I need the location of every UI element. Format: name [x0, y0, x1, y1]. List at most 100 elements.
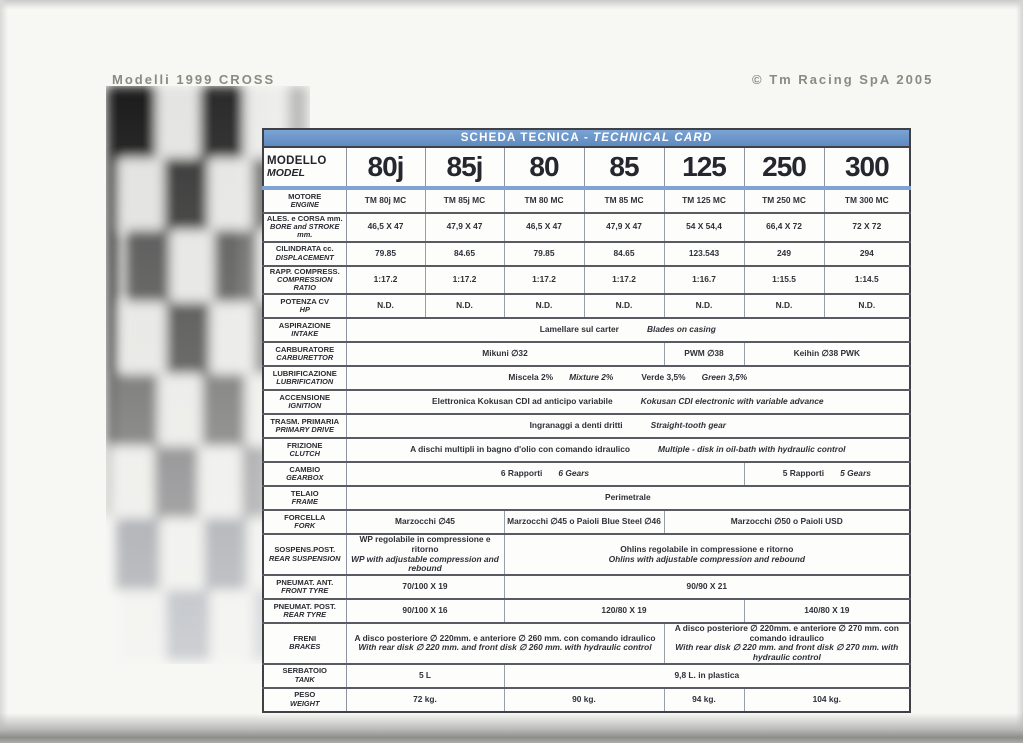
spec-row-ignition: ACCENSIONE IGNITION Elettronica Kokusan C… — [263, 389, 911, 415]
spec-cell: 90/100 X 16 — [345, 597, 504, 623]
title-en: TECHNICAL CARD — [592, 132, 713, 144]
spec-cell: 90/90 X 21 — [503, 573, 911, 599]
scan-edge-left — [0, 0, 8, 743]
spec-row-bore-stroke: ALES. e CORSA mm. BORE and STROKE mm. 46,… — [263, 212, 911, 242]
table-title-bar: SCHEDA TECNICA - TECHNICAL CARD — [263, 129, 911, 148]
model-80j: 80j — [345, 147, 425, 190]
spec-cell: Mikuni ∅32 — [345, 341, 664, 367]
spec-row-front-tyre: PNEUMAT. ANT. FRONT TYRE 70/100 X 19 90/9… — [263, 573, 911, 599]
spec-cell: 1:14.5 — [823, 264, 911, 295]
spec-row-weight: PESO WEIGHT 72 kg. 90 kg. 94 kg. 104 kg. — [263, 686, 911, 712]
title-it: SCHEDA TECNICA — [460, 132, 580, 144]
spec-cell: N.D. — [743, 293, 824, 319]
model-80: 80 — [503, 147, 584, 190]
spec-cell: N.D. — [503, 293, 584, 319]
spec-row-displacement: CILINDRATA cc. DISPLACEMENT 79.85 84.65 7… — [263, 240, 911, 266]
spec-row-tank: SERBATOIO TANK 5 L 9,8 L. in plastica — [263, 662, 911, 688]
spec-cell: 1:17.2 — [424, 264, 504, 295]
spec-row-compression: RAPP. COMPRESS. COMPRESSION RATIO 1:17.2 … — [263, 264, 911, 295]
scan-edge-bottom — [0, 713, 1023, 743]
row-label: SOSPENS.POST. REAR SUSPENSION — [263, 533, 347, 575]
spec-cell: A dischi multipli in bagno d'olio con co… — [345, 437, 911, 463]
spec-row-fork: FORCELLA FORK Marzocchi ∅45 Marzocchi ∅45… — [263, 509, 911, 535]
spec-cell: Marzocchi ∅45 o Paioli Blue Steel ∅46 — [503, 509, 664, 535]
spec-row-carburettor: CARBURATORE CARBURETTOR Mikuni ∅32 PWM ∅3… — [263, 341, 911, 367]
spec-cell: Lamellare sul carter Blades on casing — [345, 317, 911, 343]
spec-cell: TM 125 MC — [663, 187, 744, 213]
title-separator: - — [583, 132, 589, 144]
spec-cell: TM 85 MC — [583, 187, 664, 213]
row-label: ASPIRAZIONE INTAKE — [263, 317, 347, 343]
spec-cell: 1:17.2 — [503, 264, 584, 295]
spec-cell: 1:15.5 — [743, 264, 824, 295]
spec-cell: Marzocchi ∅45 — [345, 509, 504, 535]
spec-cell: A disco posteriore ∅ 220mm. e anteriore … — [345, 621, 664, 664]
row-label: CILINDRATA cc. DISPLACEMENT — [263, 240, 347, 266]
table-title: SCHEDA TECNICA - TECHNICAL CARD — [263, 129, 911, 148]
row-label: ACCENSIONE IGNITION — [263, 389, 347, 415]
spec-cell: Miscela 2% Mixture 2% Verde 3,5% Green 3,5% — [345, 365, 911, 391]
spec-cell: 9,8 L. in plastica — [503, 662, 911, 688]
spec-cell: Keihin ∅38 PWK — [743, 341, 911, 367]
row-label: CAMBIO GEARBOX — [263, 461, 347, 487]
spec-cell: TM 80 MC — [503, 187, 584, 213]
row-label: SERBATOIO TANK — [263, 662, 347, 688]
model-label-it: MODELLO — [267, 155, 327, 168]
spec-cell: 84.65 — [424, 240, 504, 266]
page-header-right: © Tm Racing SpA 2005 — [752, 72, 934, 87]
spec-table: SCHEDA TECNICA - TECHNICAL CARD MODELLO MOD… — [262, 128, 912, 713]
spec-cell: N.D. — [823, 293, 911, 319]
spec-cell: Ohlins regolabile in compressione e rito… — [503, 533, 911, 575]
model-label-cell: MODELLO MODEL — [263, 147, 346, 190]
row-label: PESO WEIGHT — [263, 686, 347, 712]
spec-cell: N.D. — [663, 293, 744, 319]
row-label: LUBRIFICAZIONE LUBRIFICATION — [263, 365, 347, 391]
spec-cell: 104 kg. — [743, 686, 911, 712]
spec-cell: 66,4 X 72 — [743, 212, 824, 242]
row-label: FORCELLA FORK — [263, 509, 347, 535]
spec-cell: 72 X 72 — [823, 212, 911, 242]
spec-cell: 120/80 X 19 — [503, 597, 744, 623]
spec-row-brakes: FRENI BRAKES A disco posteriore ∅ 220mm. … — [263, 621, 911, 664]
spec-cell: 249 — [743, 240, 824, 266]
model-label-en: MODEL — [267, 166, 305, 179]
row-label: RAPP. COMPRESS. COMPRESSION RATIO — [263, 264, 347, 295]
row-label: PNEUMAT. POST. REAR TYRE — [263, 597, 347, 623]
spec-cell: 46,5 X 47 — [503, 212, 584, 242]
spec-cell: N.D. — [424, 293, 504, 319]
row-label: MOTORE ENGINE — [263, 187, 347, 213]
spec-cell: TM 80j MC — [345, 187, 425, 213]
row-label: FRENI BRAKES — [263, 621, 347, 664]
model-header-row: MODELLO MODEL 80j 85j 80 85 125 250 300 — [263, 147, 911, 190]
row-label: CARBURATORE CARBURETTOR — [263, 341, 347, 367]
spec-cell: A disco posteriore ∅ 220mm. e anteriore … — [663, 621, 911, 664]
row-label: POTENZA CV HP — [263, 293, 347, 319]
spec-cell: PWM ∅38 — [663, 341, 744, 367]
spec-cell: 79.85 — [503, 240, 584, 266]
spec-cell: 6 Rapporti 6 Gears — [345, 461, 744, 487]
row-label: PNEUMAT. ANT. FRONT TYRE — [263, 573, 347, 599]
spec-cell: TM 300 MC — [823, 187, 911, 213]
spec-row-rear-tyre: PNEUMAT. POST. REAR TYRE 90/100 X 16 120/… — [263, 597, 911, 623]
page-header-left: Modelli 1999 CROSS — [112, 72, 276, 87]
spec-cell: 84.65 — [583, 240, 664, 266]
model-85: 85 — [583, 147, 664, 190]
scan-edge-top — [0, 0, 1023, 10]
spec-cell: 1:16.7 — [663, 264, 744, 295]
spec-cell: Ingranaggi a denti dritti Straight-tooth … — [345, 413, 911, 439]
model-85j: 85j — [424, 147, 504, 190]
scan-edge-right — [1016, 0, 1023, 743]
spec-row-clutch: FRIZIONE CLUTCH A dischi multipli in bagn… — [263, 437, 911, 463]
spec-row-hp: POTENZA CV HP N.D. N.D. N.D. N.D. N.D. N.… — [263, 293, 911, 319]
spec-cell: WP regolabile in compressione e ritorno W… — [345, 533, 504, 575]
spec-cell: 47,9 X 47 — [583, 212, 664, 242]
spec-cell: 5 L — [345, 662, 504, 688]
spec-cell: Elettronica Kokusan CDI ad anticipo vari… — [345, 389, 911, 415]
spec-cell: 72 kg. — [345, 686, 504, 712]
spec-cell: 5 Rapporti 5 Gears — [743, 461, 911, 487]
spec-cell: 1:17.2 — [583, 264, 664, 295]
spec-row-lubrification: LUBRIFICAZIONE LUBRIFICATION Miscela 2% Mi… — [263, 365, 911, 391]
spec-cell: 47,9 X 47 — [424, 212, 504, 242]
spec-cell: N.D. — [345, 293, 425, 319]
